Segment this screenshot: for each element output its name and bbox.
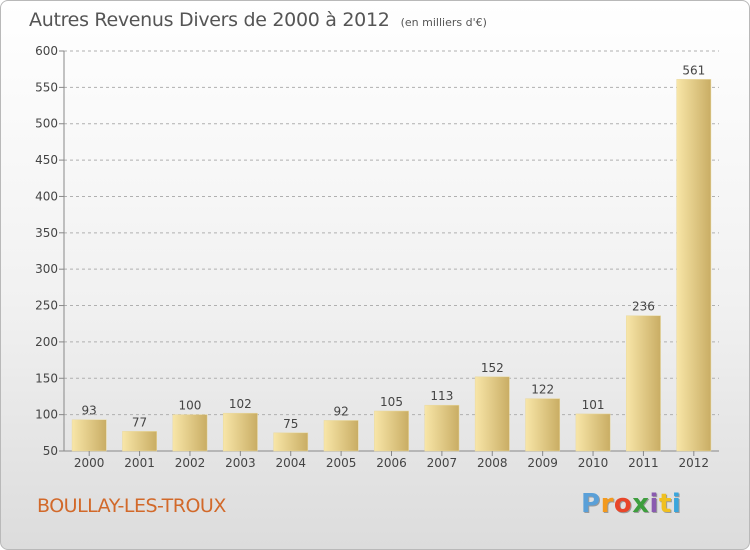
x-tick-label: 2009 (527, 456, 558, 470)
bar-value-label: 236 (632, 300, 655, 314)
bar-value-label: 92 (333, 404, 348, 418)
x-tick-label: 2005 (326, 456, 357, 470)
y-tick-label: 550 (35, 80, 58, 94)
chart-title-main: Autres Revenus Divers de 2000 à 2012 (29, 9, 390, 31)
logo-letter: x (632, 489, 650, 519)
bar-value-label: 102 (229, 397, 252, 411)
y-tick-label: 350 (35, 226, 58, 240)
y-tick-label: 400 (35, 189, 58, 203)
bar (424, 404, 460, 452)
chart-subtitle: (en milliers d'€) (400, 16, 487, 29)
bar-value-label: 101 (582, 398, 605, 412)
y-tick-label: 200 (35, 335, 58, 349)
x-tick-label: 2003 (225, 456, 256, 470)
logo-letter: P (581, 489, 601, 519)
x-tick-label: 2004 (275, 456, 306, 470)
logo-letter: i (671, 489, 682, 519)
bar (122, 431, 157, 452)
bar (525, 398, 561, 452)
bar (575, 413, 611, 452)
chart-title: Autres Revenus Divers de 2000 à 2012 (en… (29, 9, 487, 31)
bar (676, 79, 712, 452)
logo-letter: i (649, 489, 659, 519)
bar (273, 432, 309, 452)
y-tick-label: 100 (35, 408, 58, 422)
bar-value-label: 113 (430, 389, 453, 403)
y-tick-label: 450 (35, 153, 58, 167)
logo-letter: t (658, 489, 672, 519)
bar (626, 315, 661, 452)
y-tick-label: 500 (35, 117, 58, 131)
commune-name: BOULLAY-LES-TROUX (37, 495, 226, 517)
bar-value-label: 152 (481, 361, 504, 375)
x-tick-label: 2001 (124, 456, 155, 470)
x-tick-label: 2002 (175, 456, 206, 470)
bar (172, 414, 208, 452)
x-tick-label: 2012 (679, 456, 710, 470)
y-tick-label: 150 (35, 371, 58, 385)
bar-value-label: 100 (179, 399, 202, 413)
logo-letter: r (600, 489, 614, 519)
x-tick-label: 2010 (578, 456, 609, 470)
y-tick-label: 600 (35, 44, 58, 58)
bar-value-label: 105 (380, 395, 403, 409)
bar (222, 412, 258, 452)
bar-value-label: 77 (132, 415, 147, 429)
x-tick-label: 2000 (74, 456, 105, 470)
bar-value-label: 93 (82, 404, 97, 418)
x-tick-label: 2007 (427, 456, 458, 470)
bar (474, 376, 510, 452)
bar (374, 410, 409, 452)
y-tick-label: 300 (35, 262, 58, 276)
bar-value-label: 561 (682, 63, 705, 77)
bar-value-label: 122 (531, 383, 554, 397)
logo-letter: o (613, 489, 633, 519)
bar (71, 419, 107, 452)
x-tick-label: 2006 (376, 456, 407, 470)
proxiti-logo: Proxiti (581, 489, 681, 519)
bar-value-label: 75 (283, 417, 298, 431)
x-tick-label: 2008 (477, 456, 508, 470)
x-tick-label: 2011 (628, 456, 659, 470)
y-tick-label: 50 (43, 444, 58, 458)
bar (323, 420, 359, 452)
y-tick-label: 250 (35, 299, 58, 313)
